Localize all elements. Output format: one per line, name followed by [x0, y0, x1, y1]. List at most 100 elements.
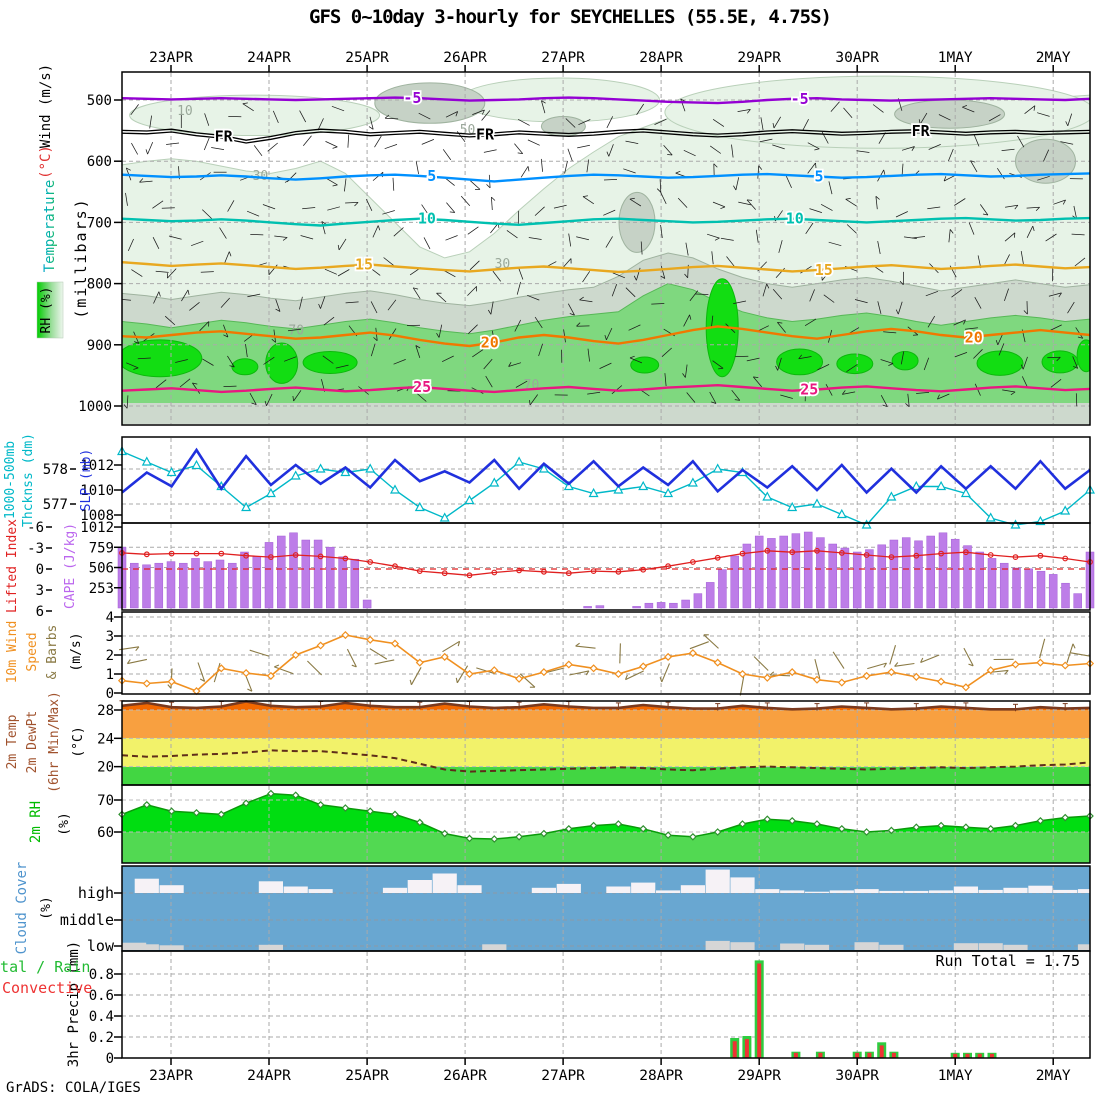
wind-barb [998, 343, 1005, 356]
legend-convective: Convective [2, 979, 92, 997]
wind-barb [274, 235, 288, 238]
cloud-row-label: high [78, 884, 114, 902]
thickness-marker [265, 487, 276, 498]
wind-barb [441, 355, 454, 363]
cloud-high-bar [680, 885, 705, 893]
cloud-high-bar [531, 887, 556, 893]
wind-barb [200, 271, 214, 273]
precip-convective-bar [855, 1052, 860, 1059]
wind-barb [227, 200, 235, 212]
cape-bar [203, 561, 213, 609]
wind-barb [562, 258, 572, 269]
wind-barb [387, 299, 397, 311]
contour-label--5: -5 [791, 90, 809, 108]
ylabel-rh: RH (%) [39, 287, 54, 334]
wind-barb-tick [377, 225, 381, 231]
wind-barb [623, 168, 636, 174]
wind-barb [369, 116, 374, 130]
panel-frame-p1 [121, 71, 1091, 426]
wind-barb [303, 135, 312, 147]
wind-barb [948, 148, 954, 162]
wind-barb [307, 660, 322, 676]
lifted-index-marker [590, 568, 597, 574]
cloud-high-bar [804, 891, 830, 893]
wind-barb [1026, 206, 1040, 209]
wind-barb [468, 324, 478, 334]
wind-barb [685, 364, 688, 378]
cloud-high-bar [1028, 885, 1053, 893]
precip-convective-bar [744, 1039, 749, 1058]
rh2m-marker [937, 821, 945, 830]
precip-convective-bar [879, 1045, 884, 1058]
cloud-high-bar [879, 890, 904, 893]
wind-barb [565, 118, 576, 128]
wind-barb-tick [660, 275, 665, 279]
wind-barb [1017, 135, 1025, 148]
rh-bright-patch [122, 339, 203, 378]
wind-barb-tick [963, 319, 966, 325]
lifted-index-marker [814, 547, 820, 554]
precip-convective-bar [990, 1053, 994, 1058]
wind-barb [846, 364, 858, 373]
li-tick-label: 3 [36, 583, 44, 599]
wind-barb-tick [135, 646, 140, 652]
contour-label-FR: FR [476, 125, 495, 143]
cape-bar [754, 535, 764, 609]
wind-barb [973, 134, 980, 147]
precip-convective-bar [891, 1052, 896, 1059]
lifted-index-marker [491, 569, 498, 576]
wind-barb [1020, 251, 1024, 264]
ylabel-wind: Wind (m/s) [38, 64, 54, 148]
wind-barb [467, 226, 479, 235]
wind-barb [912, 236, 926, 239]
wind-barb-tick [1013, 232, 1016, 238]
wind-barb-tick [133, 367, 139, 370]
wind-barb [804, 318, 817, 327]
wind-barb [733, 300, 747, 304]
wind-speed-marker [142, 679, 151, 688]
precip-tick-label: 0 [106, 1051, 114, 1067]
wind-barb [337, 269, 350, 277]
wind-barb [964, 327, 978, 330]
wind-barb [538, 343, 543, 357]
wind-barb [1067, 301, 1075, 314]
cape-bar [1012, 567, 1021, 609]
cloud-low-bar [482, 944, 507, 950]
wind-barb [245, 344, 248, 358]
wind-barb-tick [457, 641, 461, 647]
wind-barb [272, 110, 279, 124]
wind-barb [1037, 175, 1050, 181]
wind-barb [928, 144, 941, 150]
wind-barb [149, 115, 152, 129]
contour-label-5: 5 [814, 168, 823, 186]
rh2m-marker [291, 791, 300, 800]
wind-barb-tick [318, 303, 321, 309]
wind-barb [544, 667, 565, 674]
axis-tick-label: 1012 [80, 458, 114, 474]
wind-barb [534, 206, 545, 216]
wind-barb-tick [1033, 105, 1036, 111]
wind-barb [567, 303, 575, 316]
thickness-marker [141, 456, 152, 466]
cape-bar [142, 564, 151, 609]
wind-barb [446, 202, 456, 213]
thickness-tick-label: 577 [43, 497, 68, 513]
wind-barb [372, 225, 379, 238]
axis-tick-label: 800 [87, 277, 112, 293]
wind-barb [137, 357, 151, 360]
wind-barb [685, 242, 689, 256]
wind-barb [445, 235, 458, 241]
cape-bar [277, 535, 286, 609]
wind-barb [246, 210, 260, 217]
wind-barb [897, 301, 903, 315]
axis-tick-label: 60 [97, 825, 114, 841]
cape-bar [350, 558, 360, 609]
wind-barb [483, 149, 497, 153]
lifted-index-marker [1062, 555, 1069, 562]
wind-barb [1002, 389, 1016, 393]
rh-bright-patch [776, 348, 824, 376]
wind-barb [470, 180, 481, 190]
wind-barb [807, 162, 816, 174]
cape-bar [889, 539, 899, 609]
wind-barb [175, 359, 188, 363]
